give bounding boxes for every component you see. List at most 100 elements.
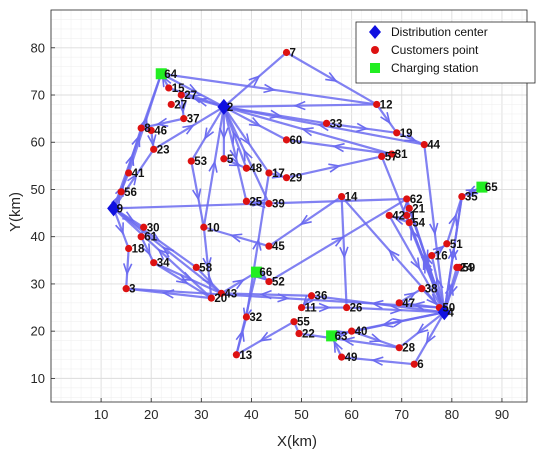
customer-label: 20	[214, 293, 227, 305]
customer-point	[348, 327, 356, 335]
customer-label: 30	[147, 222, 160, 234]
distribution-center-marker	[107, 200, 121, 217]
route-arrow	[355, 122, 369, 133]
customer-label: 47	[402, 298, 415, 310]
customer-label: 50	[442, 303, 455, 315]
customer-point	[282, 174, 291, 182]
route-arrow	[161, 246, 175, 258]
route-arrow	[181, 271, 195, 281]
y-tick-label: 70	[31, 88, 45, 103]
route-segment	[112, 207, 130, 249]
customer-label: 16	[435, 251, 448, 263]
customer-point	[428, 251, 436, 260]
route-arrow	[258, 331, 272, 342]
route-arrow	[192, 188, 202, 202]
route-segment	[245, 172, 271, 318]
customer-point	[207, 294, 215, 302]
customer-point	[418, 285, 426, 293]
route-arrow	[122, 263, 133, 276]
route-arrow	[127, 172, 138, 186]
route-arrow	[155, 117, 169, 127]
route-segment	[388, 214, 446, 313]
route-arrow	[229, 148, 239, 162]
route-arrow	[448, 283, 458, 297]
customer-label: 38	[425, 284, 438, 296]
customer-label: 25	[249, 196, 262, 208]
route-segment	[222, 106, 270, 174]
customer-point	[393, 129, 401, 137]
route-arrow	[392, 216, 406, 226]
route-arrow	[203, 127, 215, 141]
route-segment	[285, 51, 378, 106]
customer-label: 37	[187, 114, 200, 126]
route-segment	[222, 106, 248, 202]
legend: Distribution center Customers point Char…	[355, 21, 536, 84]
route-segment	[112, 148, 155, 209]
customer-point	[455, 263, 463, 271]
customer-point	[395, 344, 403, 352]
charging-station-marker	[326, 330, 338, 342]
customer-label: 33	[330, 118, 343, 130]
customer-point	[217, 289, 225, 297]
route-arrow	[131, 134, 141, 148]
route-segment	[190, 106, 225, 162]
route-segment	[341, 356, 415, 366]
customer-point	[232, 351, 240, 359]
route-segment	[220, 271, 258, 295]
route-segment	[268, 197, 408, 283]
customer-point	[443, 240, 451, 248]
route-segment	[311, 294, 445, 314]
route-segment	[223, 105, 393, 156]
customer-label: 56	[124, 187, 137, 199]
route-arrow	[342, 336, 355, 346]
route-segment	[223, 103, 377, 108]
route-arrow	[318, 302, 332, 313]
route-segment	[298, 332, 400, 349]
route-arrow	[300, 127, 314, 137]
customer-label: 8	[144, 123, 151, 135]
customer-label: 45	[272, 241, 285, 253]
route-arrow	[239, 133, 251, 146]
route-segment	[398, 311, 446, 349]
x-tick-label: 50	[294, 407, 308, 422]
route-segment	[223, 105, 288, 141]
route-arrow	[380, 112, 391, 125]
customer-label: 46	[154, 125, 167, 137]
legend-distribution-center: Distribution center	[391, 25, 488, 39]
square-icon	[370, 63, 380, 73]
customer-label: 3	[129, 284, 135, 296]
charging-station-label: 63	[335, 331, 348, 343]
route-arrow	[252, 237, 262, 251]
customer-label: 61	[144, 232, 157, 244]
customer-label: 35	[465, 192, 478, 204]
customer-point	[405, 218, 413, 227]
route-segment	[190, 160, 205, 228]
customer-point	[137, 124, 145, 132]
customer-label: 36	[315, 291, 328, 303]
route-segment	[398, 287, 423, 304]
customer-point	[265, 169, 273, 177]
customer-label: 7	[289, 48, 295, 60]
customer-label: 54	[412, 218, 425, 230]
route-arrow	[177, 101, 187, 114]
route-arrow	[229, 233, 243, 243]
diamond-icon	[369, 25, 381, 39]
customer-label: 57	[385, 151, 398, 163]
customer-label: 29	[289, 173, 302, 185]
customer-point	[385, 211, 393, 220]
route-segment	[125, 248, 130, 289]
y-tick-label: 50	[31, 182, 45, 197]
route-arrow	[328, 163, 342, 173]
customer-label: 11	[305, 303, 318, 315]
customer-label: 40	[355, 326, 368, 338]
x-tick-label: 20	[144, 407, 158, 422]
customer-point	[242, 164, 251, 172]
customer-point	[388, 150, 396, 158]
route-arrow	[219, 127, 229, 140]
route-segment	[399, 301, 440, 309]
customer-label: 58	[199, 262, 212, 274]
route-arrow	[332, 142, 345, 153]
customer-label: 48	[249, 163, 262, 175]
route-segment	[375, 103, 398, 134]
route-segment	[153, 105, 225, 151]
